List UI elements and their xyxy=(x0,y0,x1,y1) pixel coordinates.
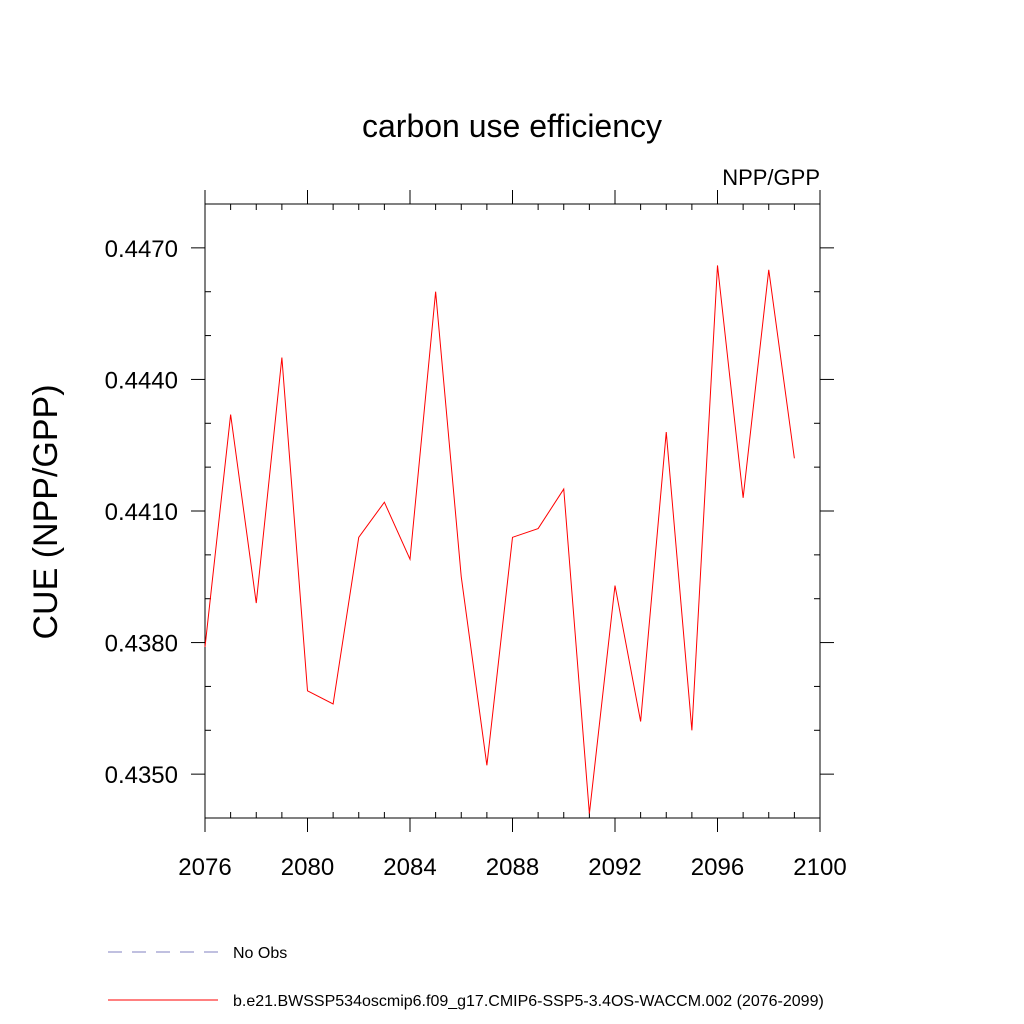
y-tick-label: 0.4350 xyxy=(105,762,178,789)
y-tick-label: 0.4410 xyxy=(105,499,178,526)
x-tick-label: 2080 xyxy=(281,854,334,881)
series-line xyxy=(204,265,795,814)
legend: No Obs b.e21.BWSSP534oscmip6.f09_g17.CMIP… xyxy=(108,945,824,1010)
plot-frame xyxy=(204,203,821,819)
x-tick-label: 2076 xyxy=(178,854,231,881)
y-tick-label: 0.4380 xyxy=(105,631,178,658)
y-axis-label: CUE (NPP/GPP) xyxy=(27,384,65,639)
y-tick-labels: 0.4350 0.4380 0.4410 0.4440 0.4470 xyxy=(105,236,178,789)
axis-ticks xyxy=(191,190,834,832)
x-tick-label: 2088 xyxy=(486,854,539,881)
chart-subtitle: NPP/GPP xyxy=(722,165,820,190)
plot-frame-rect xyxy=(204,203,821,819)
x-tick-label: 2084 xyxy=(383,854,436,881)
x-tick-label: 2092 xyxy=(588,854,641,881)
x-tick-label: 2100 xyxy=(793,854,846,881)
chart-title: carbon use efficiency xyxy=(362,108,662,144)
legend-label: No Obs xyxy=(233,945,287,962)
series-lines xyxy=(204,265,795,814)
y-tick-label: 0.4470 xyxy=(105,236,178,263)
legend-label: b.e21.BWSSP534oscmip6.f09_g17.CMIP6-SSP5… xyxy=(233,993,824,1010)
x-tick-label: 2096 xyxy=(691,854,744,881)
x-tick-labels: 2076 2080 2084 2088 2092 2096 2100 xyxy=(178,854,846,881)
y-tick-label: 0.4440 xyxy=(105,367,178,394)
